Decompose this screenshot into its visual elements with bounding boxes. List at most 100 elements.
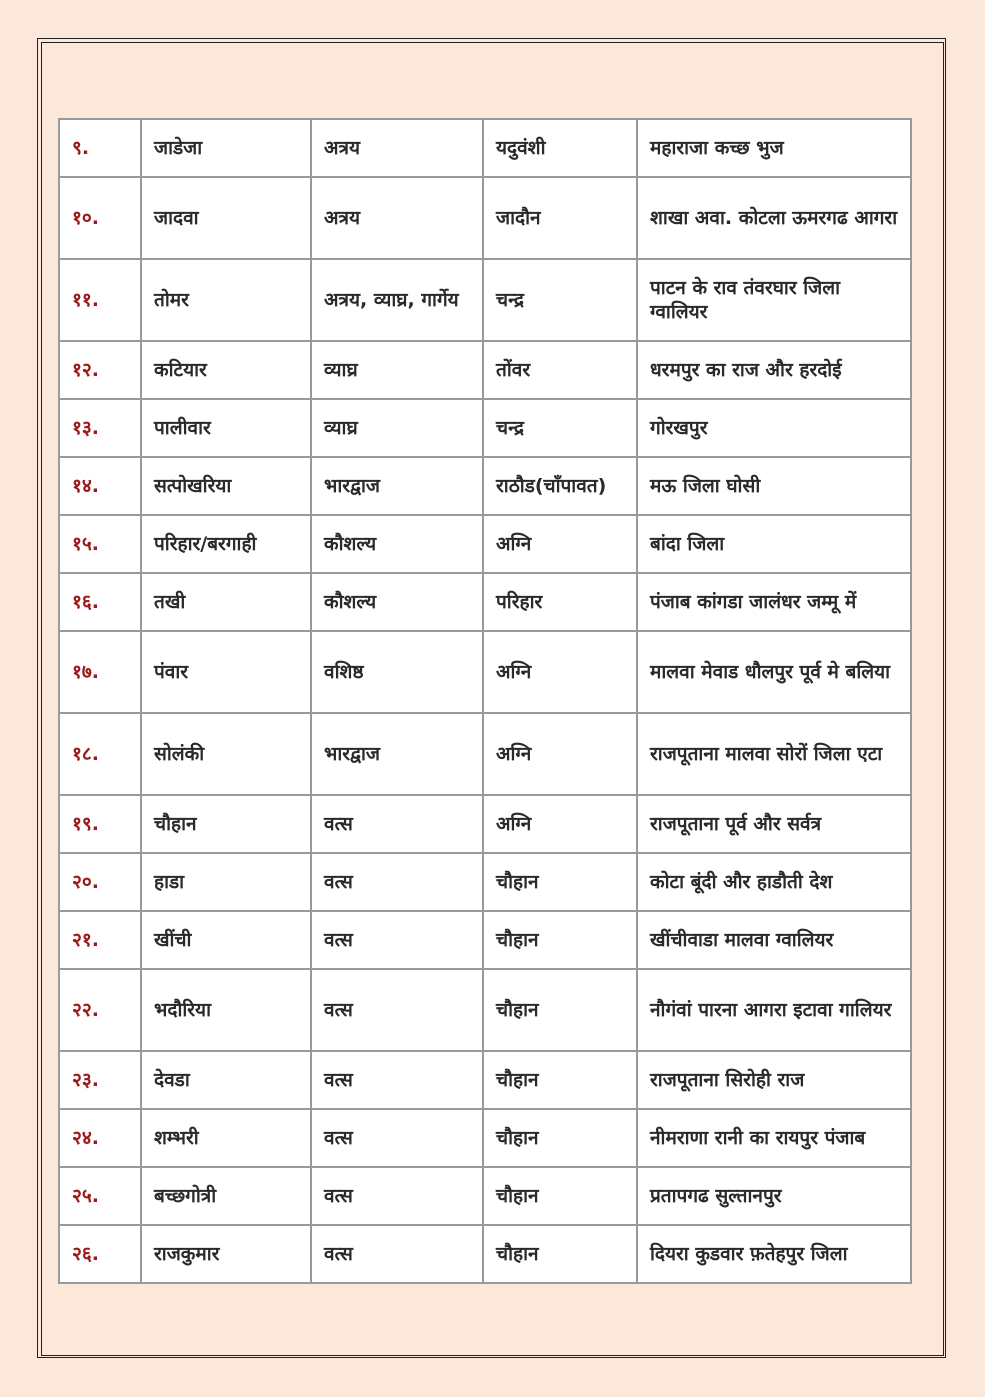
table-row: १४. सत्पोखरिया भारद्वाज राठौड(चाँपावत) मऊ जि… <box>58 456 912 516</box>
cell-lineage: राठौड(चाँपावत) <box>482 456 638 516</box>
cell-clan-name: पालीवार <box>140 398 312 458</box>
cell-clan-name: बच्छगोत्री <box>140 1166 312 1226</box>
cell-lineage: तोंवर <box>482 340 638 400</box>
cell-lineage: परिहार <box>482 572 638 632</box>
table-row: १३. पालीवार व्याघ्र चन्द्र गोरखपुर <box>58 398 912 458</box>
cell-region: धरमपुर का राज और हरदोई <box>636 340 912 400</box>
cell-serial-number: २३. <box>58 1050 142 1110</box>
cell-lineage: चौहान <box>482 1224 638 1284</box>
cell-region: राजपूताना मालवा सोरों जिला एटा <box>636 712 912 796</box>
cell-clan-name: पंवार <box>140 630 312 714</box>
cell-gotra: कौशल्य <box>310 572 484 632</box>
page-border-outer <box>37 38 946 1358</box>
cell-clan-name: भदौरिया <box>140 968 312 1052</box>
cell-clan-name: परिहार/बरगाही <box>140 514 312 574</box>
table-row: २५. बच्छगोत्री वत्स चौहान प्रतापगढ सुल्तानपु… <box>58 1166 912 1226</box>
table-row: १०. जादवा अत्रय जादौन शाखा अवा. कोटला ऊमरगढ … <box>58 176 912 260</box>
cell-region: नीमराणा रानी का रायपुर पंजाब <box>636 1108 912 1168</box>
table-row: १६. तखी कौशल्य परिहार पंजाब कांगडा जालंधर जम… <box>58 572 912 632</box>
cell-clan-name: देवडा <box>140 1050 312 1110</box>
table-row: १५. परिहार/बरगाही कौशल्य अग्नि बांदा जिला <box>58 514 912 574</box>
cell-region: राजपूताना सिरोही राज <box>636 1050 912 1110</box>
cell-clan-name: कटियार <box>140 340 312 400</box>
cell-gotra: वत्स <box>310 852 484 912</box>
cell-clan-name: हाडा <box>140 852 312 912</box>
cell-serial-number: १५. <box>58 514 142 574</box>
cell-region: मऊ जिला घोसी <box>636 456 912 516</box>
cell-serial-number: १९. <box>58 794 142 854</box>
cell-serial-number: २४. <box>58 1108 142 1168</box>
cell-lineage: चौहान <box>482 968 638 1052</box>
cell-lineage: अग्नि <box>482 630 638 714</box>
cell-gotra: व्याघ्र <box>310 340 484 400</box>
cell-clan-name: चौहान <box>140 794 312 854</box>
cell-clan-name: खींची <box>140 910 312 970</box>
cell-lineage: चन्द्र <box>482 258 638 342</box>
cell-lineage: जादौन <box>482 176 638 260</box>
cell-serial-number: २१. <box>58 910 142 970</box>
table-row: १२. कटियार व्याघ्र तोंवर धरमपुर का राज और हर… <box>58 340 912 400</box>
cell-gotra: वत्स <box>310 1166 484 1226</box>
cell-clan-name: तखी <box>140 572 312 632</box>
cell-region: कोटा बूंदी और हाडौती देश <box>636 852 912 912</box>
cell-serial-number: २५. <box>58 1166 142 1226</box>
cell-lineage: चौहान <box>482 1050 638 1110</box>
cell-region: महाराजा कच्छ भुज <box>636 118 912 178</box>
cell-gotra: कौशल्य <box>310 514 484 574</box>
cell-region: मालवा मेवाड धौलपुर पूर्व मे बलिया <box>636 630 912 714</box>
cell-serial-number: १३. <box>58 398 142 458</box>
table-row: २२. भदौरिया वत्स चौहान नौगंवां पारना आगरा इट… <box>58 968 912 1052</box>
cell-serial-number: ९. <box>58 118 142 178</box>
cell-gotra: वत्स <box>310 1050 484 1110</box>
cell-gotra: वत्स <box>310 794 484 854</box>
cell-serial-number: १६. <box>58 572 142 632</box>
cell-lineage: चौहान <box>482 1166 638 1226</box>
cell-lineage: चौहान <box>482 1108 638 1168</box>
cell-clan-name: राजकुमार <box>140 1224 312 1284</box>
cell-clan-name: तोमर <box>140 258 312 342</box>
cell-gotra: व्याघ्र <box>310 398 484 458</box>
table-row: ९. जाडेजा अत्रय यदुवंशी महाराजा कच्छ भुज <box>58 118 912 178</box>
cell-serial-number: १२. <box>58 340 142 400</box>
cell-clan-name: सोलंकी <box>140 712 312 796</box>
table-row: २०. हाडा वत्स चौहान कोटा बूंदी और हाडौती देश <box>58 852 912 912</box>
cell-region: गोरखपुर <box>636 398 912 458</box>
table-row: २१. खींची वत्स चौहान खींचीवाडा मालवा ग्वालिय… <box>58 910 912 970</box>
cell-lineage: अग्नि <box>482 712 638 796</box>
cell-region: पाटन के राव तंवरघार जिला ग्वालियर <box>636 258 912 342</box>
cell-serial-number: १०. <box>58 176 142 260</box>
cell-region: प्रतापगढ सुल्तानपुर <box>636 1166 912 1226</box>
table-row: ११. तोमर अत्रय, व्याघ्र, गार्गेय चन्द्र पाटन… <box>58 258 912 342</box>
cell-region: खींचीवाडा मालवा ग्वालियर <box>636 910 912 970</box>
cell-serial-number: १७. <box>58 630 142 714</box>
cell-lineage: यदुवंशी <box>482 118 638 178</box>
cell-region: दियरा कुडवार फ़तेहपुर जिला <box>636 1224 912 1284</box>
cell-gotra: भारद्वाज <box>310 456 484 516</box>
cell-lineage: चौहान <box>482 852 638 912</box>
page-border-inner <box>41 42 944 1356</box>
cell-gotra: वशिष्ठ <box>310 630 484 714</box>
cell-gotra: वत्स <box>310 1224 484 1284</box>
cell-gotra: अत्रय <box>310 176 484 260</box>
cell-lineage: चौहान <box>482 910 638 970</box>
cell-clan-name: जादवा <box>140 176 312 260</box>
cell-serial-number: ११. <box>58 258 142 342</box>
cell-lineage: चन्द्र <box>482 398 638 458</box>
cell-serial-number: १४. <box>58 456 142 516</box>
cell-lineage: अग्नि <box>482 514 638 574</box>
cell-region: पंजाब कांगडा जालंधर जम्मू में <box>636 572 912 632</box>
cell-clan-name: जाडेजा <box>140 118 312 178</box>
cell-lineage: अग्नि <box>482 794 638 854</box>
table-row: २३. देवडा वत्स चौहान राजपूताना सिरोही राज <box>58 1050 912 1110</box>
cell-serial-number: २२. <box>58 968 142 1052</box>
clan-table: ९. जाडेजा अत्रय यदुवंशी महाराजा कच्छ भुज १०. ज… <box>58 118 912 1284</box>
cell-region: शाखा अवा. कोटला ऊमरगढ आगरा <box>636 176 912 260</box>
table-row: १७. पंवार वशिष्ठ अग्नि मालवा मेवाड धौलपुर पू… <box>58 630 912 714</box>
cell-gotra: वत्स <box>310 910 484 970</box>
table-row: २६. राजकुमार वत्स चौहान दियरा कुडवार फ़तेहपु… <box>58 1224 912 1284</box>
cell-region: नौगंवां पारना आगरा इटावा गालियर <box>636 968 912 1052</box>
cell-region: बांदा जिला <box>636 514 912 574</box>
cell-gotra: वत्स <box>310 1108 484 1168</box>
table-row: १९. चौहान वत्स अग्नि राजपूताना पूर्व और सर्व… <box>58 794 912 854</box>
cell-gotra: अत्रय <box>310 118 484 178</box>
